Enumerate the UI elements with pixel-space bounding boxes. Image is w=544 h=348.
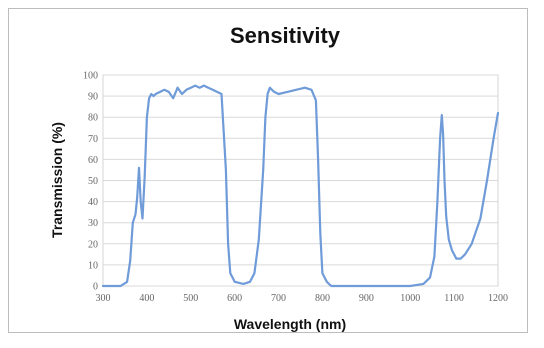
- y-tick-label: 10: [88, 260, 98, 271]
- x-tick-label: 900: [359, 293, 374, 304]
- y-tick-label: 90: [88, 92, 98, 103]
- x-tick-label: 300: [96, 293, 111, 304]
- y-tick-label: 40: [88, 197, 98, 208]
- x-tick-label: 700: [271, 293, 286, 304]
- x-tick-label: 1000: [400, 293, 420, 304]
- x-tick-label: 400: [139, 293, 154, 304]
- y-tick-label: 80: [88, 113, 98, 124]
- transmission-series-line: [101, 84, 500, 288]
- x-tick-labels: 300 400 500 600 700 800 900 1000 1100 1200: [96, 293, 509, 304]
- y-tick-label: 0: [93, 282, 98, 293]
- y-tick-label: 20: [88, 239, 98, 250]
- y-axis-title: Transmission (%): [49, 122, 65, 238]
- x-tick-label: 800: [315, 293, 330, 304]
- x-tick-label: 600: [227, 293, 242, 304]
- x-tick-label: 1200: [488, 293, 508, 304]
- y-tick-labels: 0 10 20 30 40 50 60 70 80 90 100: [83, 71, 98, 293]
- chart-title: Sensitivity: [230, 23, 341, 48]
- y-tick-label: 70: [88, 134, 98, 145]
- gridlines: [103, 74, 498, 287]
- x-axis-title: Wavelength (nm): [234, 316, 346, 332]
- x-tick-label: 1100: [444, 293, 464, 304]
- y-tick-label: 50: [88, 176, 98, 187]
- y-tick-label: 30: [88, 218, 98, 229]
- y-tick-label: 60: [88, 155, 98, 166]
- y-tick-label: 100: [83, 71, 98, 82]
- x-tick-label: 500: [183, 293, 198, 304]
